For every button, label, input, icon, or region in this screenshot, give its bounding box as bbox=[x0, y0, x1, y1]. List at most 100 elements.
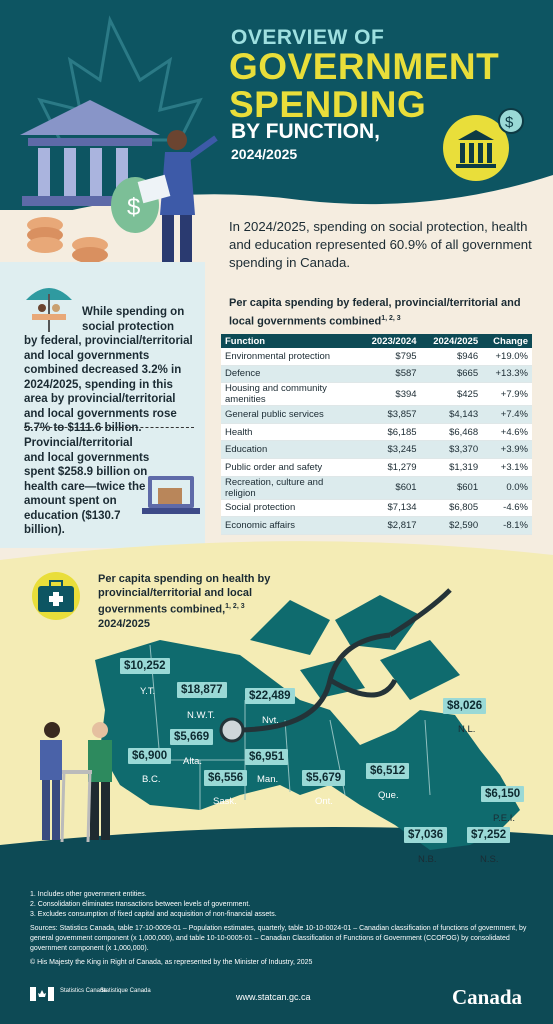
label-pei: P.E.I. bbox=[493, 813, 516, 824]
fact-health-care: Provincial/territorial and local governm… bbox=[24, 437, 150, 536]
cell-2023: $7,134 bbox=[359, 499, 421, 518]
table-row: Health $6,185 $6,468 +4.6% bbox=[221, 423, 532, 442]
stethoscope-chestpiece bbox=[219, 717, 245, 743]
statcan-french: Statistique Canada bbox=[100, 988, 151, 994]
cell-change: -4.6% bbox=[482, 499, 532, 518]
value-man: $6,951 bbox=[245, 749, 289, 765]
map-title: Per capita spending on health by provinc… bbox=[98, 572, 288, 631]
cell-2024: $2,590 bbox=[420, 516, 483, 535]
cell-function: Health bbox=[221, 423, 359, 442]
value-sask: $6,556 bbox=[204, 770, 248, 786]
label-yt: Y.T. bbox=[140, 686, 156, 697]
cell-2023: $3,857 bbox=[359, 405, 421, 424]
footnote-1: 1. Includes other government entities. bbox=[30, 891, 147, 898]
table-row: Environmental protection $795 $946 +19.0% bbox=[221, 348, 532, 366]
value-ont: $5,679 bbox=[302, 770, 346, 786]
cell-function: Environmental protection bbox=[221, 348, 359, 366]
baffin-island bbox=[380, 640, 460, 700]
map-title-sup: 1, 2, 3 bbox=[225, 603, 245, 610]
sources: Sources: Statistics Canada, table 17-10-… bbox=[30, 925, 527, 952]
arctic-island bbox=[335, 595, 420, 650]
cell-2023: $795 bbox=[359, 348, 421, 366]
cell-2024: $665 bbox=[420, 365, 483, 384]
cell-2023: $394 bbox=[359, 382, 421, 407]
cell-2023: $601 bbox=[359, 476, 421, 500]
footnotes: 1. Includes other government entities. 2… bbox=[30, 890, 530, 972]
footnote-2: 2. Consolidation eliminates transactions… bbox=[30, 901, 251, 908]
first-aid-kit-icon bbox=[32, 572, 80, 620]
col-header-change: Change bbox=[482, 334, 532, 348]
cell-function: Recreation, culture and religion bbox=[221, 476, 359, 500]
website-link[interactable]: www.statcan.gc.ca bbox=[236, 992, 311, 1002]
cell-2023: $2,817 bbox=[359, 516, 421, 535]
coins-icon bbox=[27, 217, 108, 263]
cell-2023: $3,245 bbox=[359, 440, 421, 459]
table-row: Social protection $7,134 $6,805 -4.6% bbox=[221, 499, 532, 518]
cell-change: +7.9% bbox=[482, 382, 532, 407]
cell-function: Education bbox=[221, 440, 359, 459]
value-nl: $8,026 bbox=[443, 698, 487, 714]
cell-2024: $3,370 bbox=[420, 440, 483, 459]
spending-table: Function 2023/2024 2024/2025 Change Envi… bbox=[221, 334, 532, 535]
value-nb: $7,036 bbox=[404, 827, 448, 843]
table-title: Per capita spending by federal, provinci… bbox=[229, 296, 534, 330]
cell-2024: $4,143 bbox=[420, 405, 483, 424]
cell-function: Public order and safety bbox=[221, 458, 359, 477]
cell-2024: $6,468 bbox=[420, 423, 483, 442]
table-title-text: Per capita spending by federal, provinci… bbox=[229, 297, 521, 328]
cell-function: Economic affairs bbox=[221, 516, 359, 535]
footer bbox=[0, 872, 553, 1024]
laptop-wallet-icon bbox=[142, 476, 200, 514]
svg-text:$: $ bbox=[127, 194, 140, 221]
cell-function: Social protection bbox=[221, 499, 359, 518]
label-que: Que. bbox=[378, 790, 399, 801]
label-ns: N.S. bbox=[480, 854, 499, 865]
label-nwt: N.W.T. bbox=[187, 710, 215, 721]
cell-2023: $587 bbox=[359, 365, 421, 384]
table-row: Housing and community amenities $394 $425 +… bbox=[221, 382, 532, 407]
value-yt: $10,252 bbox=[120, 658, 170, 674]
table-header-row: Function 2023/2024 2024/2025 Change bbox=[221, 334, 532, 348]
col-header-function: Function bbox=[221, 334, 359, 348]
stethoscope-illustration bbox=[234, 588, 452, 733]
cell-change: +19.0% bbox=[482, 348, 532, 366]
cell-change: +3.1% bbox=[482, 458, 532, 477]
cell-2024: $6,805 bbox=[420, 499, 483, 518]
value-ns: $7,252 bbox=[467, 827, 511, 843]
value-pei: $6,150 bbox=[481, 786, 525, 802]
label-ont: Ont. bbox=[315, 796, 333, 807]
label-sask: Sask. bbox=[213, 796, 237, 807]
canada-wordmark: Canada bbox=[452, 985, 523, 1009]
cell-2023: $6,185 bbox=[359, 423, 421, 442]
cell-change: 0.0% bbox=[482, 476, 532, 500]
copyright: © His Majesty the King in Right of Canad… bbox=[30, 959, 313, 966]
value-nwt: $18,877 bbox=[177, 682, 227, 698]
value-que: $6,512 bbox=[366, 763, 410, 779]
fact-divider bbox=[24, 427, 194, 428]
cell-function: Defence bbox=[221, 365, 359, 384]
cell-change: +3.9% bbox=[482, 440, 532, 459]
cell-function: General public services bbox=[221, 405, 359, 424]
map-year: 2024/2025 bbox=[98, 617, 150, 630]
fact-social-protection: While spending on social protection by f… bbox=[24, 305, 194, 436]
cell-change: +4.6% bbox=[482, 423, 532, 442]
cell-change: +13.3% bbox=[482, 365, 532, 384]
svg-text:$: $ bbox=[505, 114, 514, 131]
table-title-sup: 1, 2, 3 bbox=[381, 315, 401, 322]
table-row: Recreation, culture and religion $601 $601… bbox=[221, 476, 532, 500]
col-header-2024: 2024/2025 bbox=[420, 334, 483, 348]
cell-2024: $946 bbox=[420, 348, 483, 366]
title-line-1: OVERVIEW OF bbox=[231, 26, 385, 49]
cell-function: Housing and community amenities bbox=[221, 382, 359, 407]
label-alta: Alta. bbox=[183, 756, 203, 767]
col-header-2023: 2023/2024 bbox=[359, 334, 421, 348]
cell-2024: $601 bbox=[420, 476, 483, 500]
label-nl: N.L. bbox=[458, 724, 476, 735]
cell-change: +7.4% bbox=[482, 405, 532, 424]
label-nvt: Nvt. bbox=[262, 715, 279, 726]
label-nb: N.B. bbox=[418, 854, 437, 865]
canada-flag-icon bbox=[30, 987, 54, 1001]
cell-2024: $1,319 bbox=[420, 458, 483, 477]
cell-2023: $1,279 bbox=[359, 458, 421, 477]
value-alta: $5,669 bbox=[170, 729, 214, 745]
